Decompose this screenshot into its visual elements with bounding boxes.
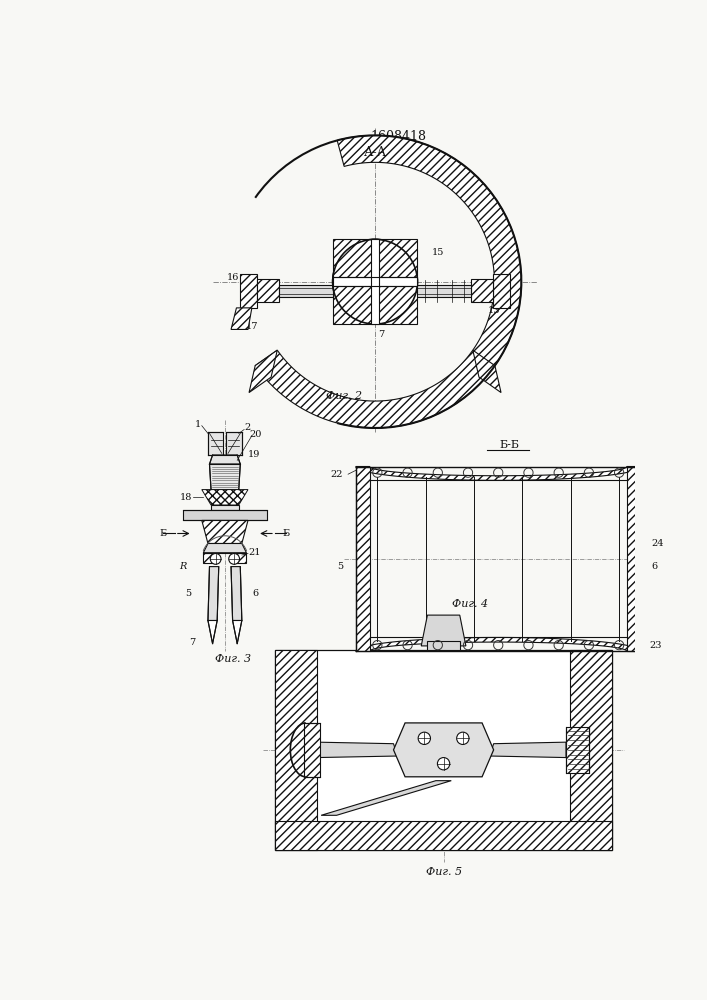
Polygon shape bbox=[356, 466, 641, 480]
Text: 17: 17 bbox=[245, 322, 258, 331]
Text: Б: Б bbox=[160, 529, 167, 538]
Polygon shape bbox=[209, 455, 240, 464]
Polygon shape bbox=[231, 308, 252, 329]
Polygon shape bbox=[208, 432, 223, 455]
Text: 16: 16 bbox=[226, 273, 239, 282]
Text: Фиг. 3: Фиг. 3 bbox=[214, 654, 251, 664]
Polygon shape bbox=[208, 620, 217, 644]
Circle shape bbox=[333, 239, 417, 324]
Text: 20: 20 bbox=[250, 430, 262, 439]
Polygon shape bbox=[317, 742, 397, 758]
Text: 13: 13 bbox=[488, 306, 501, 315]
Text: 2: 2 bbox=[245, 424, 251, 432]
Polygon shape bbox=[493, 274, 510, 308]
Polygon shape bbox=[182, 510, 267, 520]
Polygon shape bbox=[333, 277, 417, 286]
Polygon shape bbox=[204, 553, 214, 563]
Polygon shape bbox=[201, 490, 248, 505]
Polygon shape bbox=[356, 466, 370, 651]
Polygon shape bbox=[255, 135, 521, 428]
Text: А-А: А-А bbox=[363, 146, 387, 159]
Polygon shape bbox=[371, 239, 379, 324]
Polygon shape bbox=[472, 279, 493, 302]
Text: 21: 21 bbox=[248, 548, 260, 557]
Polygon shape bbox=[394, 723, 493, 777]
Text: 14: 14 bbox=[257, 296, 269, 305]
Polygon shape bbox=[275, 821, 612, 850]
Polygon shape bbox=[473, 350, 501, 393]
Polygon shape bbox=[235, 553, 247, 563]
Polygon shape bbox=[428, 641, 460, 650]
Text: 6: 6 bbox=[651, 562, 658, 571]
Polygon shape bbox=[226, 432, 242, 455]
Circle shape bbox=[418, 732, 431, 744]
Text: 24: 24 bbox=[651, 539, 664, 548]
Polygon shape bbox=[208, 567, 218, 620]
Polygon shape bbox=[321, 781, 451, 815]
Polygon shape bbox=[627, 466, 641, 651]
Circle shape bbox=[438, 758, 450, 770]
Text: 6: 6 bbox=[252, 589, 259, 598]
Text: 7: 7 bbox=[378, 330, 385, 339]
Text: 22: 22 bbox=[330, 470, 343, 479]
Text: Фиг. 4: Фиг. 4 bbox=[452, 599, 489, 609]
Text: 7: 7 bbox=[189, 638, 196, 647]
Circle shape bbox=[210, 554, 221, 564]
Polygon shape bbox=[566, 727, 589, 773]
Polygon shape bbox=[490, 742, 566, 758]
Polygon shape bbox=[304, 723, 320, 777]
Text: 1: 1 bbox=[195, 420, 201, 429]
Circle shape bbox=[229, 554, 240, 564]
Circle shape bbox=[457, 732, 469, 744]
Text: Б-Б: Б-Б bbox=[500, 440, 520, 450]
Polygon shape bbox=[570, 650, 612, 850]
Polygon shape bbox=[279, 285, 472, 297]
Text: 18: 18 bbox=[180, 493, 192, 502]
Polygon shape bbox=[233, 620, 242, 644]
Text: Фиг. 2: Фиг. 2 bbox=[326, 391, 362, 401]
Text: 5: 5 bbox=[337, 562, 344, 571]
Polygon shape bbox=[204, 544, 247, 553]
Text: 19: 19 bbox=[248, 450, 260, 459]
Text: 1608418: 1608418 bbox=[370, 130, 426, 143]
Text: 5: 5 bbox=[185, 589, 191, 598]
Text: 15: 15 bbox=[432, 248, 445, 257]
Text: Фиг. 5: Фиг. 5 bbox=[426, 867, 462, 877]
Polygon shape bbox=[249, 350, 277, 393]
Polygon shape bbox=[257, 279, 279, 302]
Polygon shape bbox=[231, 567, 242, 620]
Polygon shape bbox=[201, 520, 248, 544]
Text: R: R bbox=[179, 562, 186, 571]
Polygon shape bbox=[275, 650, 612, 850]
Polygon shape bbox=[240, 274, 257, 308]
Polygon shape bbox=[209, 464, 240, 490]
Polygon shape bbox=[333, 239, 417, 324]
Text: Б: Б bbox=[283, 529, 290, 538]
Polygon shape bbox=[275, 650, 317, 850]
Polygon shape bbox=[421, 615, 466, 646]
Polygon shape bbox=[356, 637, 641, 651]
Polygon shape bbox=[211, 505, 239, 510]
Text: 23: 23 bbox=[650, 641, 662, 650]
